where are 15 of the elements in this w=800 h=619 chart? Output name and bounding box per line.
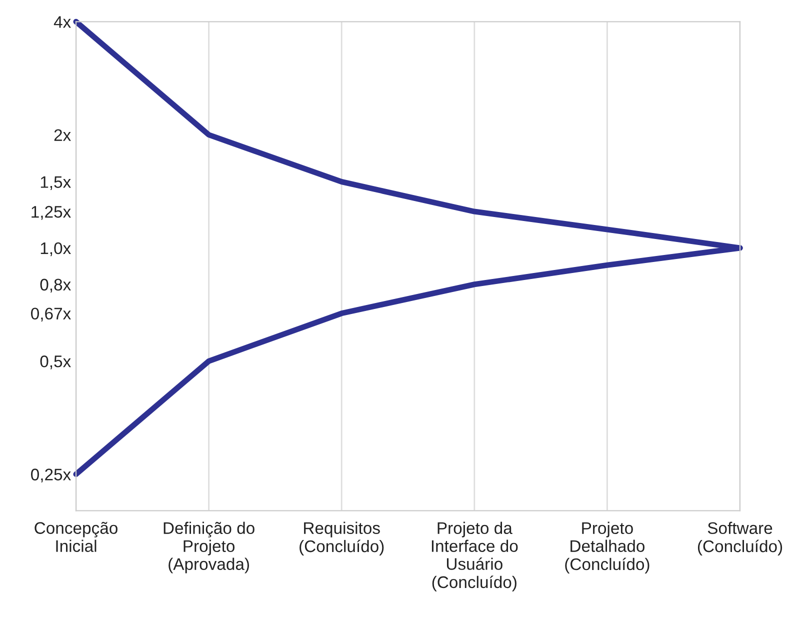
y-tick-label: 1,25x xyxy=(32,206,71,220)
y-tick-label: 2x xyxy=(54,129,71,141)
y-tick-label: 1,0x xyxy=(40,242,71,256)
y-tick-label: 0,25x xyxy=(31,468,71,482)
y-tick-label: 1,5x xyxy=(40,176,71,190)
x-tick-label: Projeto Detalhado (Concluído) xyxy=(565,522,650,574)
y-tick-label: 4x xyxy=(54,16,71,28)
x-tick-label: Software (Concluído) xyxy=(698,522,782,556)
y-tick-label: 0,8x xyxy=(40,278,71,293)
x-tick-label: Requisitos (Concluído) xyxy=(300,522,384,556)
y-tick-label: 0,5x xyxy=(40,356,71,370)
x-tick-label: Projeto da Interface do Usuário (Concluído) xyxy=(432,522,518,592)
y-tick-label: 0,67x xyxy=(31,308,71,322)
x-tick-label: Concepção Inicial xyxy=(34,522,118,552)
x-tick-label: Definição do Projeto (Aprovada) xyxy=(164,522,254,574)
